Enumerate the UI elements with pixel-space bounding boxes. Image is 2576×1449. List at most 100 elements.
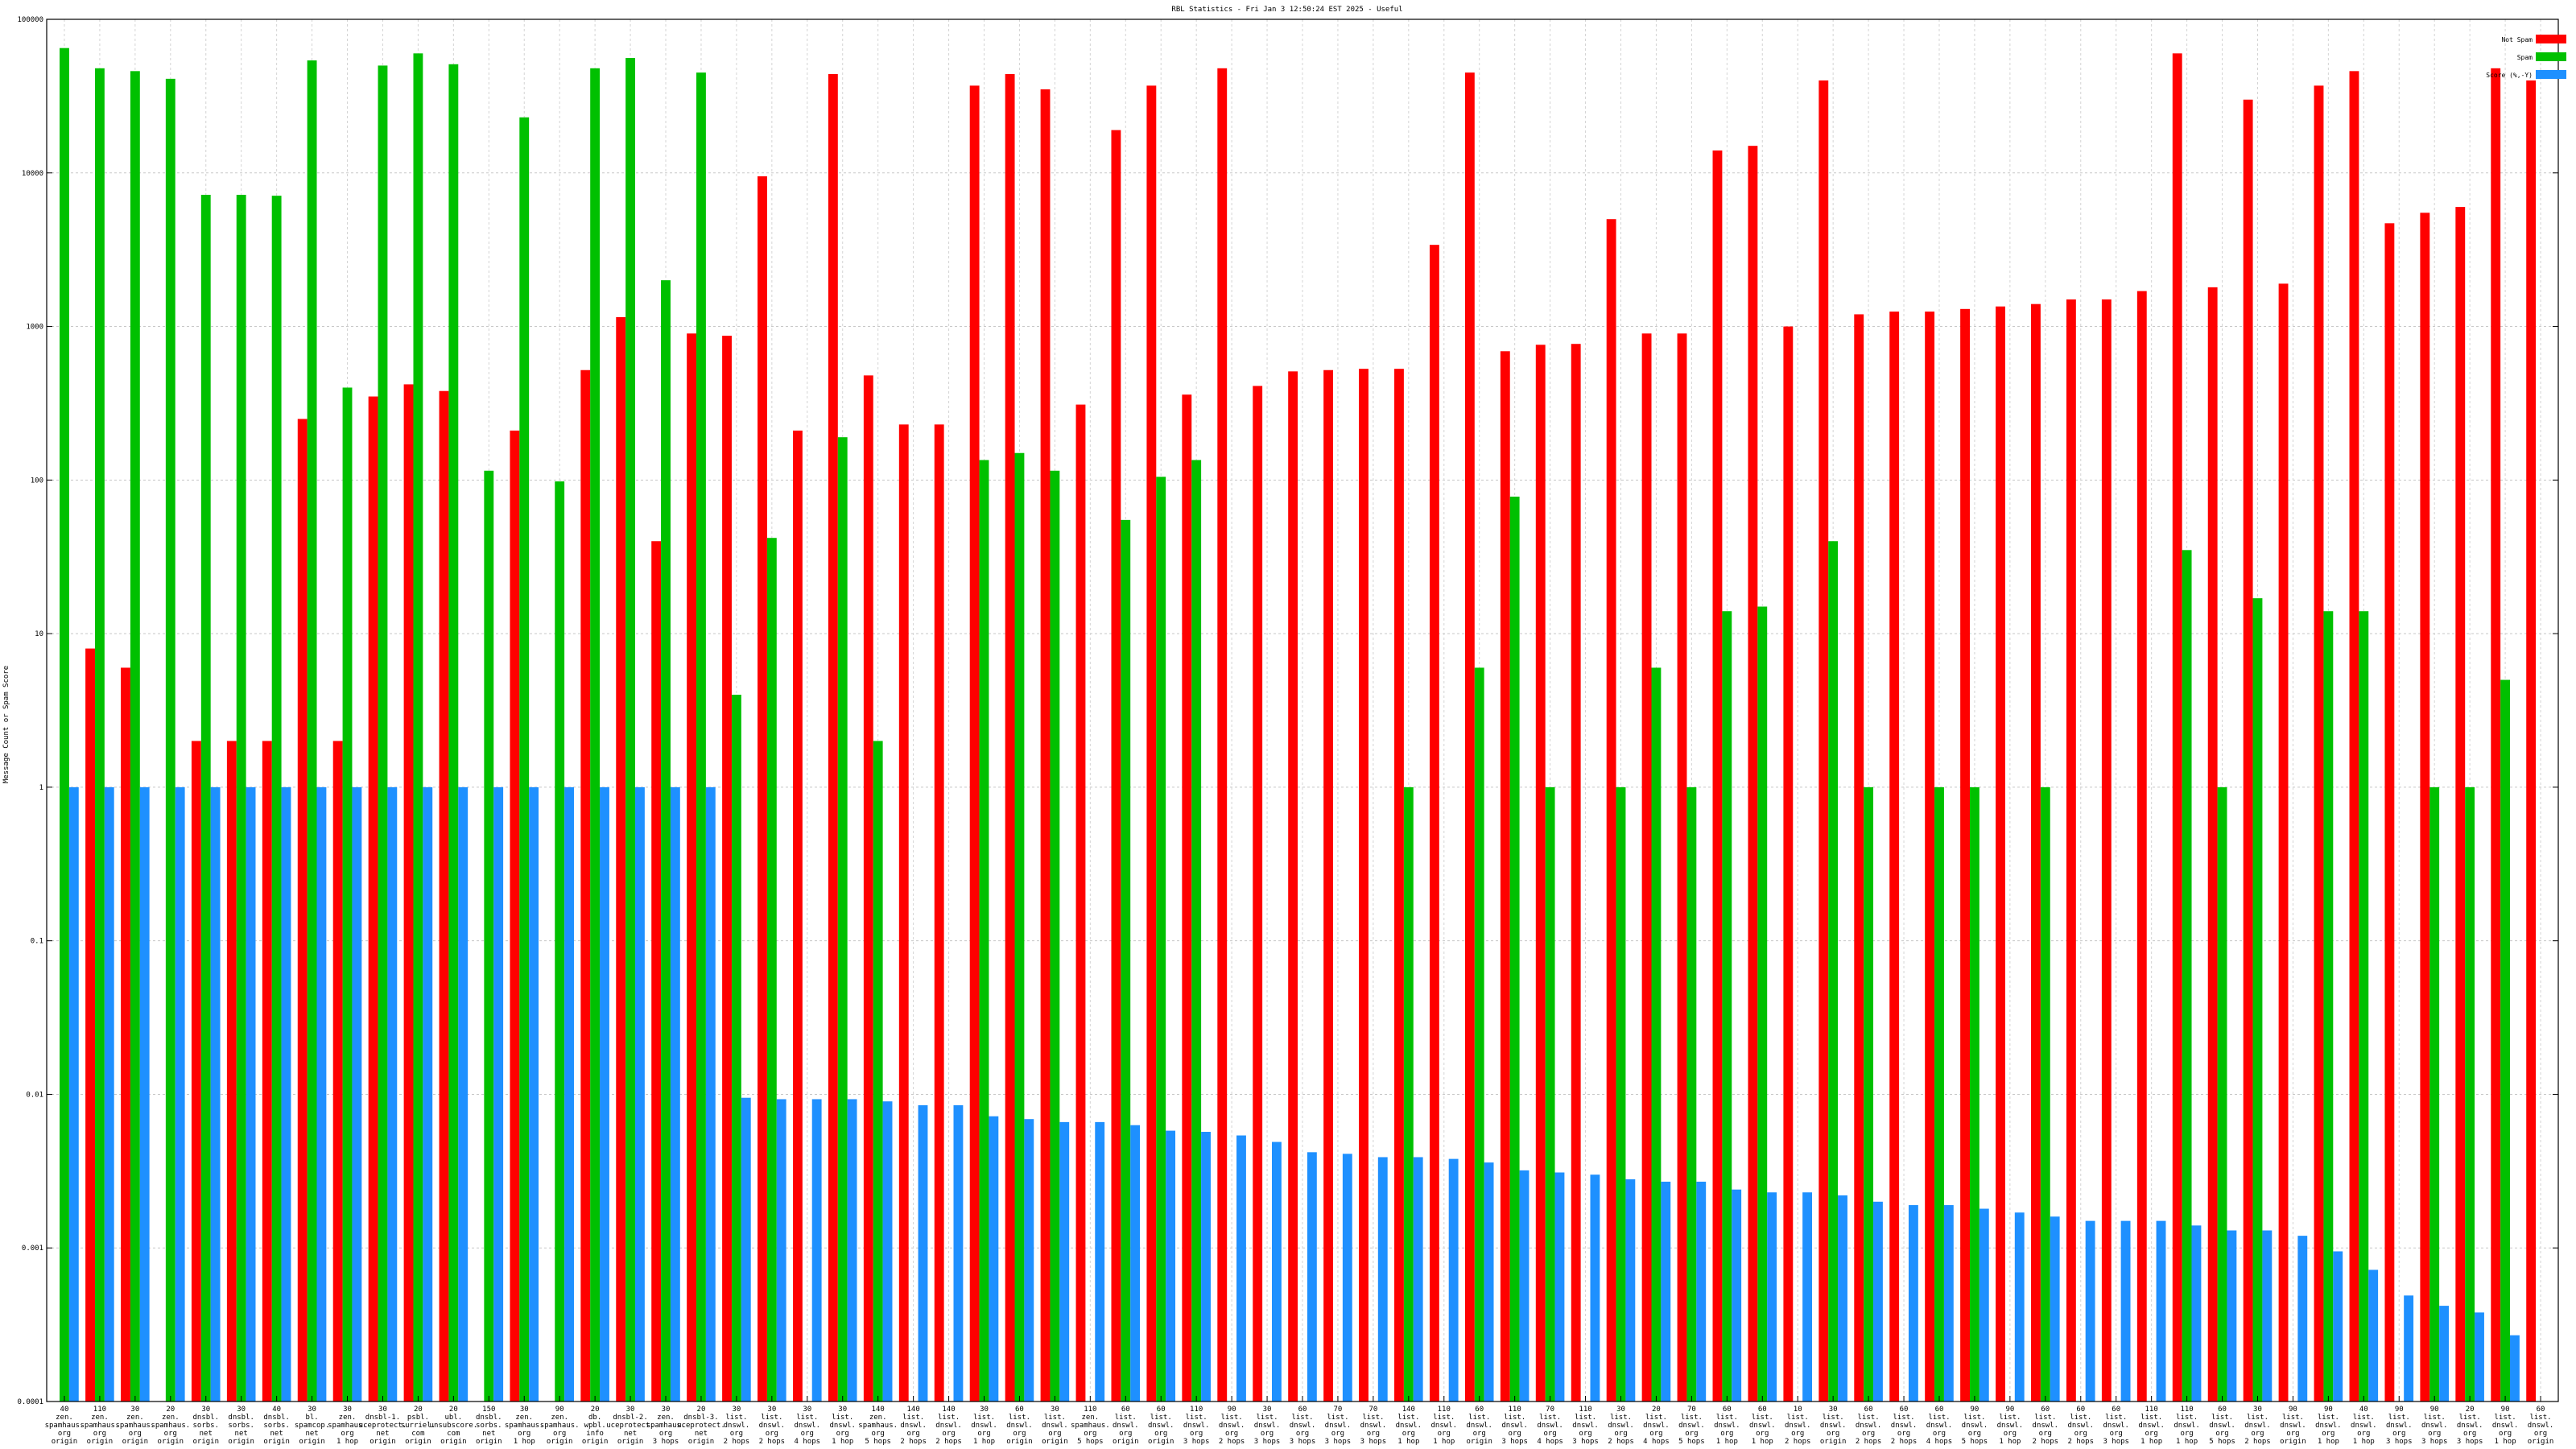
y-tick-label: 0.01 (26, 1091, 43, 1099)
x-tick-label-line: dnswl. (1891, 1422, 1918, 1430)
x-tick-label-line: 1 hop (1433, 1438, 1455, 1446)
x-tick-label: 30 dnsbl-1. uceprotect. net origin (359, 1406, 407, 1446)
x-tick-label-line: 60 (1121, 1406, 1130, 1414)
x-tick-label-line: 90 (2501, 1406, 2510, 1414)
x-tick-label-line: 3 hops (2103, 1438, 2129, 1446)
bar-score-y (1448, 1158, 1459, 1402)
x-tick-label-line: list. (2353, 1414, 2375, 1422)
bar-spam (1686, 786, 1697, 1402)
x-tick-label-line: dnswl. (2351, 1422, 2377, 1430)
bar-score-y (68, 786, 79, 1402)
bar-score-y (1873, 1201, 1883, 1402)
x-tick-label-line: 30 (1263, 1406, 1272, 1414)
x-tick-label-line: org (1862, 1430, 1875, 1438)
x-tick-label-line: list. (1257, 1414, 1278, 1422)
x-tick-label: 20 list. dnswl. org 3 hops (2457, 1406, 2483, 1446)
x-tick-label-line: 40 (60, 1406, 69, 1414)
bar-not-spam (1253, 386, 1263, 1402)
x-tick-label-line: info (586, 1430, 604, 1438)
bar-spam (1616, 786, 1626, 1402)
x-tick-label-line: dnswl. (1042, 1422, 1068, 1430)
x-tick-label: 140 list. dnswl. org 1 hop (1396, 1406, 1422, 1446)
y-tick-label: 100 (31, 477, 43, 485)
x-tick-label-line: org (659, 1430, 672, 1438)
x-tick-label-line: list. (1539, 1414, 1561, 1422)
x-tick-label: 30 dnsbl. sorbs. net origin (228, 1406, 254, 1446)
bar-score-y (2510, 1335, 2520, 1402)
x-tick-label-line: 2 hops (2244, 1438, 2271, 1446)
x-tick-label-line: dnswl. (1466, 1422, 1492, 1430)
x-tick-label-line: org (1509, 1430, 1521, 1438)
x-tick-label-line: 60 (1900, 1406, 1909, 1414)
x-tick-label-line: org (1579, 1430, 1591, 1438)
x-tick-label-line: zen. (126, 1414, 144, 1422)
bar-score-y (246, 786, 256, 1402)
bar-score-y (2333, 1251, 2343, 1402)
x-tick-label-line: list. (1504, 1414, 1525, 1422)
x-tick-label-line: org (1791, 1430, 1804, 1438)
x-tick-label-line: dnsbl-1. (365, 1414, 400, 1422)
x-tick-label-line: 110 (93, 1406, 106, 1414)
bar-spam (94, 68, 105, 1402)
bar-spam (519, 117, 530, 1402)
x-tick-label-line: 3 hops (1572, 1438, 1599, 1446)
x-tick-label-line: spamhaus. (80, 1422, 120, 1430)
x-tick-label-line: origin (158, 1438, 184, 1446)
x-tick-label-line: 110 (1190, 1406, 1203, 1414)
x-tick-label-line: origin (299, 1438, 325, 1446)
bar-not-spam (332, 741, 343, 1402)
bar-not-spam (439, 390, 449, 1402)
bar-spam (1156, 477, 1166, 1402)
x-tick-label-line: org (1190, 1430, 1203, 1438)
x-tick-label: 60 list. dnswl. org 5 hops (2209, 1406, 2235, 1446)
bar-not-spam (1889, 312, 1900, 1402)
x-tick-label-line: dnswl. (2280, 1422, 2306, 1430)
x-tick-label-line: list. (725, 1414, 747, 1422)
legend-label: Not Spam (2501, 36, 2533, 43)
bar-not-spam (616, 316, 626, 1402)
bar-score-y (1802, 1192, 1813, 1402)
x-tick-label: 150 dnsbl. sorbs. net origin (476, 1406, 502, 1446)
x-tick-label: 20 list. dnswl. org 4 hops (1643, 1406, 1670, 1446)
x-tick-label-line: 110 (2180, 1406, 2193, 1414)
x-tick-label: 20 db. wpbl. info origin (582, 1406, 609, 1446)
bar-not-spam (2101, 299, 2112, 1402)
x-tick-label-line: origin (1466, 1438, 1492, 1446)
bar-spam (2040, 786, 2050, 1402)
bar-not-spam (934, 424, 944, 1402)
bar-score-y (776, 1099, 786, 1402)
x-tick-label-line: origin (1820, 1438, 1847, 1446)
x-tick-label-line: 30 (201, 1406, 210, 1414)
x-tick-label-line: dnswl. (1926, 1422, 1953, 1430)
bar-spam (1828, 541, 1839, 1402)
x-tick-label-line: org (801, 1430, 814, 1438)
x-tick-label-line: list. (1645, 1414, 1667, 1422)
bar-score-y (882, 1101, 893, 1402)
x-tick-label-line: org (518, 1430, 530, 1438)
x-tick-label-line: 140 (942, 1406, 955, 1414)
bar-not-spam (1217, 68, 1228, 1402)
x-tick-label-line: 140 (1402, 1406, 1415, 1414)
x-tick-label-line: net (624, 1430, 637, 1438)
x-tick-label-line: org (906, 1430, 919, 1438)
x-tick-label-line: sorbs. (476, 1422, 502, 1430)
x-tick-label-line: 2 hops (724, 1438, 750, 1446)
bar-spam (2323, 611, 2334, 1402)
x-tick-label-line: dnswl. (1254, 1422, 1281, 1430)
bar-not-spam (2066, 299, 2076, 1402)
x-tick-label-line: zen. (869, 1414, 887, 1422)
bar-score-y (1943, 1205, 1954, 1402)
bar-spam (1403, 786, 1414, 1402)
bar-not-spam (2172, 53, 2182, 1402)
bar-spam (1191, 460, 1202, 1402)
x-tick-label-line: 1 hop (2495, 1438, 2516, 1446)
x-tick-label-line: 150 (482, 1406, 495, 1414)
x-tick-label-line: list. (2105, 1414, 2127, 1422)
bar-spam (130, 71, 140, 1402)
y-tick-label: 10000 (22, 170, 43, 178)
x-tick-label: 30 bl. spamcop. net origin (295, 1406, 329, 1446)
bar-not-spam (2278, 283, 2289, 1402)
x-tick-label-line: list. (1327, 1414, 1348, 1422)
x-tick-label-line: 1 hop (514, 1438, 535, 1446)
bar-not-spam (863, 375, 873, 1402)
